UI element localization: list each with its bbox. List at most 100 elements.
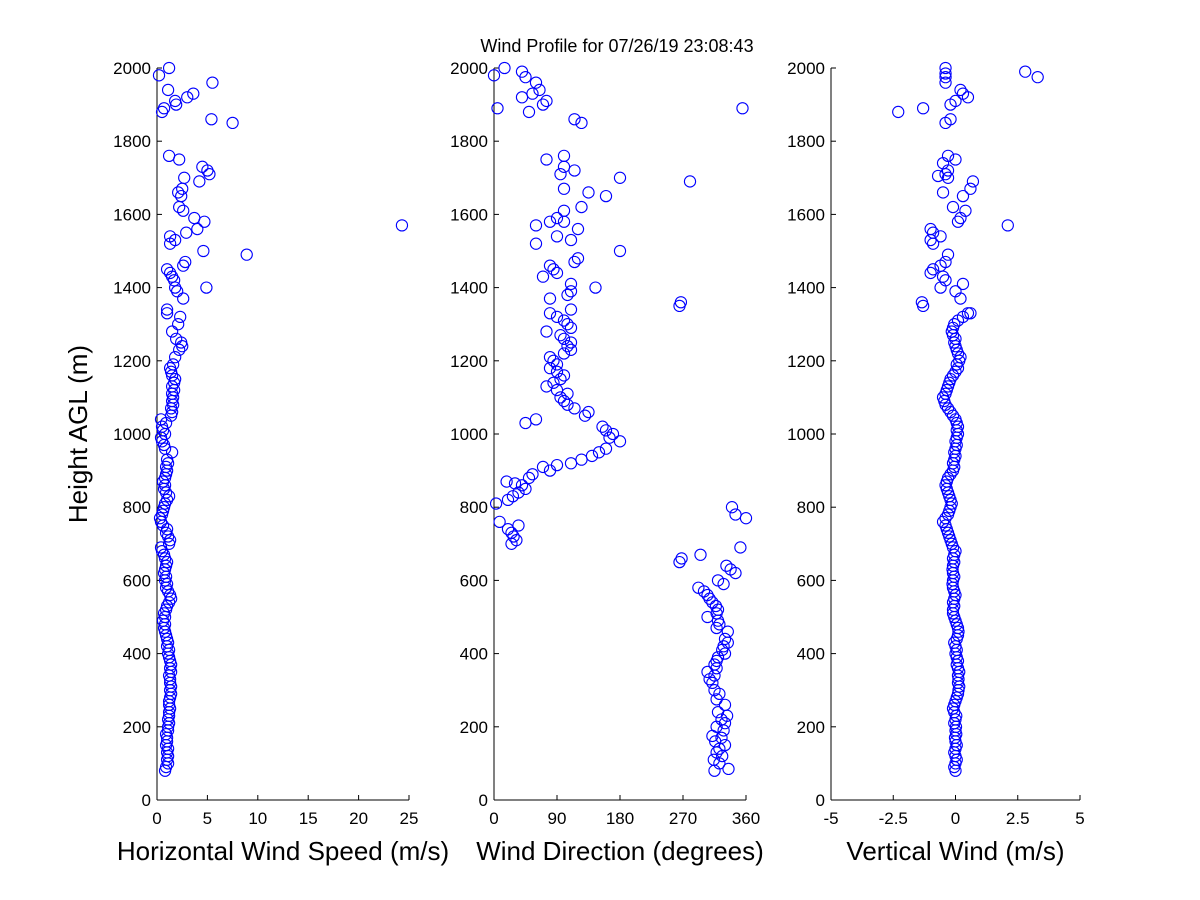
data-point <box>561 387 574 400</box>
data-point <box>198 215 211 228</box>
data-point <box>892 105 905 119</box>
data-point <box>540 94 553 108</box>
y-tick-label: 0 <box>142 791 151 810</box>
data-point <box>939 67 952 80</box>
data-point <box>554 167 567 181</box>
data-point <box>951 215 965 228</box>
data-point <box>554 372 567 386</box>
y-tick-label: 200 <box>460 718 488 737</box>
data-point <box>168 233 182 247</box>
data-point <box>934 230 947 243</box>
data-point <box>161 83 175 97</box>
y-tick-label: 2000 <box>450 59 488 78</box>
data-point <box>939 274 952 287</box>
data-point <box>526 87 539 100</box>
data-point <box>529 219 543 232</box>
y-tick-label: 1400 <box>450 279 488 298</box>
data-point <box>508 477 522 490</box>
data-point <box>724 563 737 576</box>
data-point <box>582 405 595 419</box>
data-point <box>961 91 975 104</box>
wind-direction-panel: 0 200 400 600 800 1000 1200 1400 1600 1800 2000 0 90… <box>450 59 764 866</box>
data-point <box>739 512 753 525</box>
data-point <box>959 204 972 217</box>
y-tick-label: 1400 <box>787 279 825 298</box>
data-point <box>717 640 730 653</box>
data-point <box>564 277 578 291</box>
y-tick-label: 0 <box>816 791 825 810</box>
data-point <box>550 358 564 371</box>
data-point <box>613 244 627 258</box>
data-point <box>711 574 725 587</box>
data-point <box>1001 219 1014 232</box>
data-point <box>582 186 595 199</box>
y-axis-label: Height AGL (m) <box>63 345 93 523</box>
x-tick-label: 0 <box>951 809 960 828</box>
data-point <box>956 277 970 291</box>
data-point <box>536 460 550 474</box>
data-point <box>718 647 732 660</box>
data-point <box>915 296 929 309</box>
data-point <box>701 588 714 602</box>
data-point <box>543 350 557 364</box>
data-point <box>550 310 564 324</box>
data-point <box>561 340 574 353</box>
data-point <box>952 625 965 638</box>
data-point <box>736 102 749 115</box>
y-tick-label: 1800 <box>113 132 151 151</box>
y-tick-label: 1600 <box>787 205 825 224</box>
x-axis-label: Horizontal Wind Speed (m/s) <box>117 836 449 866</box>
data-point <box>547 376 560 389</box>
data-point <box>734 541 747 554</box>
data-point <box>954 350 967 364</box>
x-tick-label: 180 <box>606 809 634 828</box>
figure-title: Wind Profile for 07/26/19 23:08:43 <box>480 36 753 56</box>
x-tick-label: 270 <box>669 809 697 828</box>
data-point <box>939 167 952 181</box>
data-point <box>206 76 219 89</box>
data-point <box>706 676 719 690</box>
data-point <box>493 515 506 528</box>
data-point <box>200 281 213 294</box>
data-point <box>926 226 940 239</box>
x-tick-label: 0 <box>152 809 161 828</box>
data-point <box>939 116 952 130</box>
data-point <box>533 83 546 97</box>
y-tick-label: 600 <box>123 571 151 590</box>
data-point <box>512 486 525 499</box>
data-point <box>564 285 578 298</box>
y-tick-label: 1600 <box>450 205 488 224</box>
data-point <box>179 255 192 269</box>
y-tick-label: 1000 <box>113 425 151 444</box>
data-point <box>599 189 613 203</box>
data-point <box>165 325 179 338</box>
data-point <box>954 83 967 97</box>
data-point <box>177 204 190 217</box>
data-point <box>568 255 581 269</box>
data-point <box>540 325 553 338</box>
data-point <box>550 458 564 472</box>
data-point <box>571 222 585 236</box>
data-point <box>205 113 218 126</box>
data-point <box>165 446 179 459</box>
data-point <box>557 332 571 345</box>
data-point <box>487 69 501 82</box>
y-tick-label: 1800 <box>787 132 825 151</box>
data-point <box>956 87 970 100</box>
data-point <box>916 102 930 115</box>
data-point <box>550 365 564 378</box>
data-point <box>946 200 960 214</box>
y-tick-label: 600 <box>460 571 488 590</box>
data-point <box>561 318 574 331</box>
data-point <box>926 263 940 276</box>
data-point <box>578 409 592 422</box>
data-point <box>529 76 543 89</box>
data-point <box>178 171 191 184</box>
data-point <box>941 402 955 415</box>
data-point <box>568 402 581 415</box>
data-point <box>709 599 723 613</box>
data-point <box>557 215 571 228</box>
y-tick-label: 1000 <box>787 425 825 444</box>
data-point <box>529 237 543 250</box>
x-tick-label: 5 <box>203 809 212 828</box>
